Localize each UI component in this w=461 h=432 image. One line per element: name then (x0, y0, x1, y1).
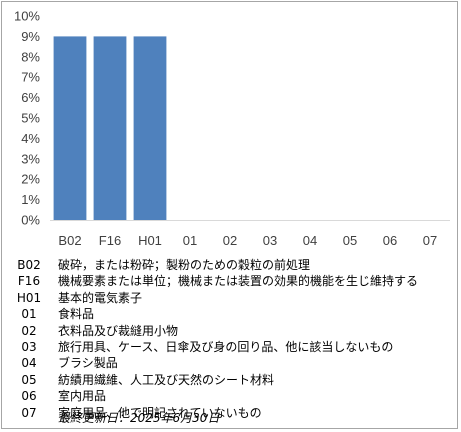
legend-text: 機械要素または単位；機械または装置の効果的機能を生じ維持する (58, 274, 419, 289)
x-tick-label: 06 (383, 233, 397, 248)
x-tick-label: B02 (58, 233, 81, 248)
bars (53, 36, 167, 221)
legend-text: 旅行用具、ケース、日傘及び身の回り品、他に該当しないもの (58, 339, 394, 354)
last-updated: 最終更新日：2025年6月30日 (58, 411, 220, 425)
legend-code: 07 (21, 405, 37, 420)
legend-row: F16 機械要素または単位；機械または装置の効果的機能を生じ維持する (14, 273, 454, 289)
legend-code: 06 (21, 389, 37, 404)
legend-code: 05 (21, 372, 37, 387)
legend-row: 04 ブラシ製品 (14, 355, 454, 371)
y-axis-ticks: 0% 1% 2% 3% 4% 5% 6% 7% 8% 9% 10% (14, 9, 40, 228)
x-tick-label: 04 (303, 233, 317, 248)
legend-row: 07 家庭用品、他で明記されていないもの (14, 405, 454, 421)
x-tick-label: 07 (423, 233, 437, 248)
legend-code: 04 (21, 356, 37, 371)
x-tick-label: F16 (99, 233, 121, 248)
legend-code: 03 (21, 339, 37, 354)
x-tick-label: 02 (223, 233, 237, 248)
legend-code: 01 (21, 307, 37, 322)
y-tick-label: 10% (14, 9, 40, 24)
legend-row: 06 室内用品 (14, 388, 454, 404)
legend-text: 紡績用繊維、人工及び天然のシート材料 (58, 372, 275, 387)
legend-text: 室内用品 (58, 389, 107, 404)
y-tick-label: 1% (21, 192, 40, 207)
bar (133, 36, 167, 221)
x-tick-label: 05 (343, 233, 357, 248)
legend-text: 食料品 (58, 307, 95, 322)
legend-text: 家庭用品、他で明記されていないもの (58, 405, 262, 420)
legend-text: ブラシ製品 (58, 356, 118, 371)
legend-code: F16 (17, 274, 41, 289)
legend-row: H01 基本的電気素子 (14, 290, 454, 306)
bar (93, 36, 127, 221)
legend-text: 破砕，または粉砕；製粉のための穀粒の前処理 (58, 258, 311, 272)
legend-text: 基本的電気素子 (58, 290, 143, 305)
y-tick-label: 2% (21, 172, 40, 187)
legend-row: B02 破砕，または粉砕；製粉のための穀粒の前処理 (14, 257, 454, 273)
y-tick-label: 5% (21, 111, 40, 126)
x-tick-label: 03 (263, 233, 277, 248)
y-tick-label: 9% (21, 29, 40, 44)
y-tick-label: 4% (21, 131, 40, 146)
x-axis-ticks: B02 F16 H01 01 02 03 04 05 06 07 (58, 233, 437, 248)
legend-row: 03 旅行用具、ケース、日傘及び身の回り品、他に該当しないもの (14, 339, 454, 355)
x-tick-label: 01 (183, 233, 197, 248)
code-legend: B02 破砕，または粉砕；製粉のための穀粒の前処理 F16 機械要素または単位；機械… (14, 257, 454, 421)
x-tick-label: H01 (138, 233, 162, 248)
y-tick-label: 0% (21, 213, 40, 228)
legend-row: 01 食料品 (14, 306, 454, 322)
legend-row: 02 衣料品及び裁縫用小物 (14, 323, 454, 339)
y-tick-label: 7% (21, 70, 40, 85)
legend-text: 衣料品及び裁縫用小物 (58, 323, 179, 338)
legend-code: H01 (16, 290, 42, 305)
legend-row: 05 紡績用繊維、人工及び天然のシート材料 (14, 372, 454, 388)
bar-chart: 0% 1% 2% 3% 4% 5% 6% 7% 8% 9% 10% B02 F16 H01 01 02 03 0… (14, 9, 450, 248)
legend-code: 02 (21, 323, 37, 338)
y-tick-label: 6% (21, 90, 40, 105)
legend-code: B02 (17, 258, 41, 272)
bar (53, 36, 87, 221)
y-tick-label: 8% (21, 49, 40, 64)
y-tick-label: 3% (21, 151, 40, 166)
